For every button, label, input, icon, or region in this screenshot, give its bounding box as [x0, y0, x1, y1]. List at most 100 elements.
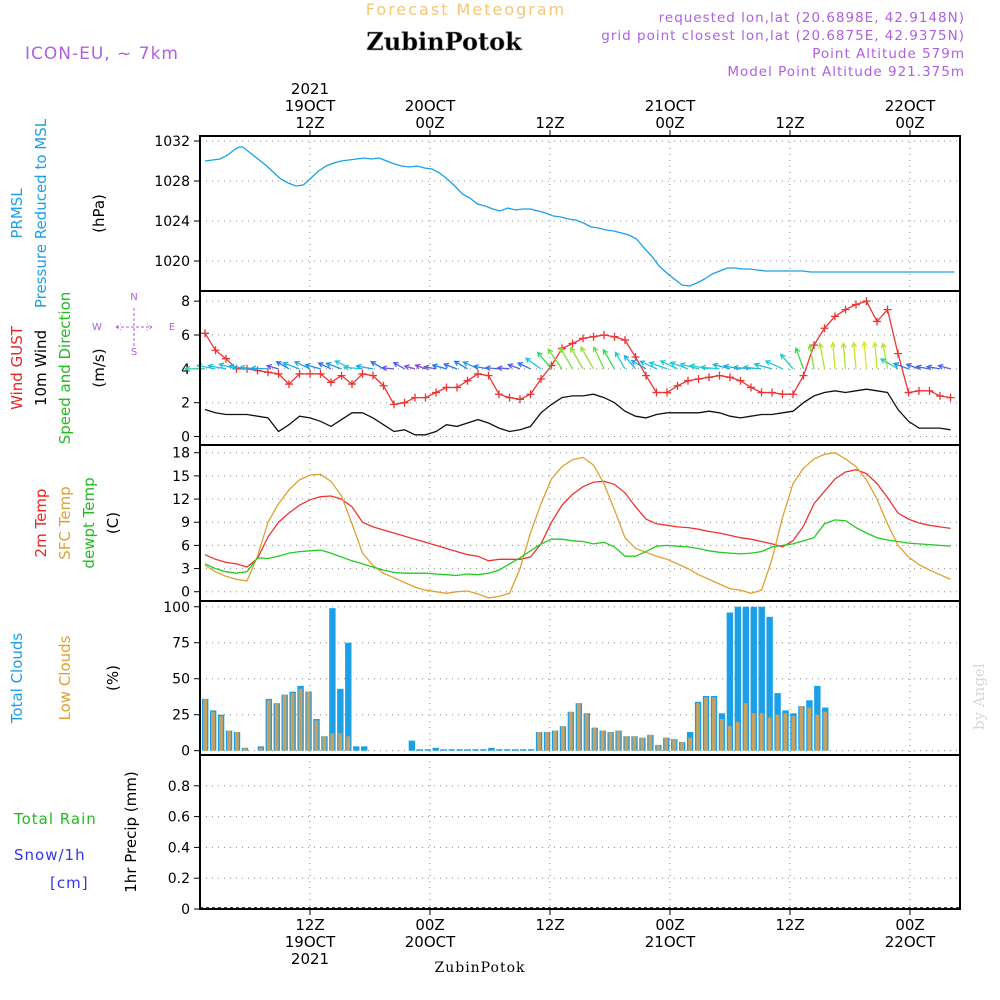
total-cloud-bar	[345, 642, 352, 751]
gust-marker	[421, 393, 430, 402]
temperature-series-line	[204, 519, 951, 577]
low-cloud-bar	[640, 737, 645, 751]
y-tick-label: 9	[181, 515, 190, 531]
low-cloud-bar	[242, 747, 247, 751]
low-cloud-bar	[266, 700, 271, 751]
total-cloud-bar	[488, 747, 495, 751]
low-cloud-bar	[568, 711, 573, 751]
wind-arrow	[742, 364, 762, 371]
clouds-panel: 0 25 50 75 100 Total Clouds Low Clouds (%)	[8, 600, 961, 760]
total-cloud-bar	[424, 749, 431, 751]
total-cloud-bar	[337, 688, 344, 751]
low-cloud-bar	[735, 721, 740, 751]
bottom-time-label: 12Z	[775, 916, 804, 934]
top-time-label: 00Z	[415, 114, 444, 132]
total-cloud-bar	[750, 606, 757, 751]
y-tick-label: 3	[181, 562, 190, 578]
top-time-label: 12Z	[535, 114, 564, 132]
total-cloud-bar	[512, 749, 519, 751]
low-cloud-bar	[815, 714, 820, 751]
bottom-time-label: 2021	[291, 950, 329, 968]
wind-arrow	[580, 346, 595, 370]
wind-arrow	[547, 348, 563, 370]
total-cloud-bar	[766, 616, 773, 751]
clouds-axis-label: Low Clouds	[56, 635, 74, 720]
gust-marker	[736, 376, 745, 385]
precip-axis-label: 1hr Precip (mm)	[122, 771, 140, 892]
y-tick-label: 0.2	[168, 871, 190, 887]
gust-marker	[327, 378, 335, 387]
wind-arrow	[779, 353, 794, 370]
gust-marker	[757, 388, 766, 397]
bottom-time-label: 12Z	[295, 916, 324, 934]
gust-marker	[841, 305, 850, 314]
wind-axis-label: Speed and Direction	[56, 292, 74, 445]
gust-marker	[474, 369, 482, 378]
gust-marker	[495, 390, 503, 399]
gust-marker	[453, 383, 461, 392]
low-cloud-bar	[592, 727, 597, 751]
y-tick-label: 0	[181, 585, 190, 601]
wind-arrow	[602, 348, 616, 370]
gust-marker	[694, 375, 703, 383]
wind-arrow	[722, 363, 741, 370]
gust-marker	[316, 369, 325, 378]
pressure-panel: 1020 1024 1028 1032 PRMSL Pressure Reduced to…	[8, 118, 961, 308]
temperature-series-line	[204, 469, 951, 568]
low-cloud-bar	[576, 703, 581, 751]
wind-arrow	[516, 362, 531, 370]
gust-marker	[852, 300, 860, 309]
low-cloud-bar	[751, 713, 756, 751]
wind-arrow	[794, 346, 805, 370]
total-cloud-bar	[408, 740, 416, 751]
low-cloud-bar	[306, 691, 311, 751]
gust-marker	[484, 371, 493, 380]
gust-marker	[684, 376, 692, 385]
pressure-axis-label: Pressure Reduced to MSL	[32, 118, 50, 308]
wind-arrow	[679, 362, 699, 370]
y-tick-label: 1024	[154, 214, 190, 230]
gust-marker	[652, 388, 661, 397]
gust-marker	[589, 332, 598, 341]
low-cloud-bar	[338, 733, 343, 751]
wind-arrow	[355, 363, 374, 370]
wind-arrow	[880, 342, 889, 369]
low-cloud-bar	[608, 731, 613, 751]
gust-marker	[600, 331, 608, 339]
gust-marker	[873, 317, 881, 326]
total-cloud-bar	[520, 749, 527, 751]
wind-arrow	[614, 351, 626, 370]
gust-marker	[883, 305, 892, 314]
wind-arrow	[304, 363, 321, 370]
low-cloud-bar	[330, 733, 335, 751]
compass-rose: N S W E	[92, 292, 175, 358]
gust-marker	[505, 393, 514, 402]
total-cloud-bar	[726, 612, 734, 751]
total-cloud-bar	[329, 608, 336, 751]
gust-marker	[663, 388, 671, 397]
low-cloud-bar	[712, 697, 716, 751]
temperature-axis-label: dewpt Temp	[80, 477, 98, 568]
gust-marker	[789, 390, 797, 399]
low-cloud-bar	[346, 736, 351, 751]
total-cloud-bar	[353, 746, 360, 751]
total-cloud-bar	[496, 749, 503, 751]
gust-marker	[726, 373, 734, 382]
total-cloud-bar	[504, 749, 511, 751]
total-cloud-bar	[527, 749, 535, 751]
wind-arrow	[851, 341, 858, 369]
low-cloud-bar	[616, 730, 621, 751]
y-tick-label: 1032	[154, 134, 190, 150]
y-tick-label: 1028	[154, 174, 190, 190]
gust-marker	[579, 334, 587, 343]
wind-arrow	[830, 341, 837, 369]
low-cloud-bar	[282, 694, 287, 751]
bottom-time-label: 19OCT	[285, 933, 336, 951]
low-cloud-bar	[727, 726, 732, 751]
gust-marker	[285, 380, 293, 389]
wind-arrow	[840, 341, 847, 369]
gust-marker	[432, 388, 440, 397]
wind-arrow	[925, 364, 941, 371]
low-cloud-bar	[560, 726, 565, 751]
